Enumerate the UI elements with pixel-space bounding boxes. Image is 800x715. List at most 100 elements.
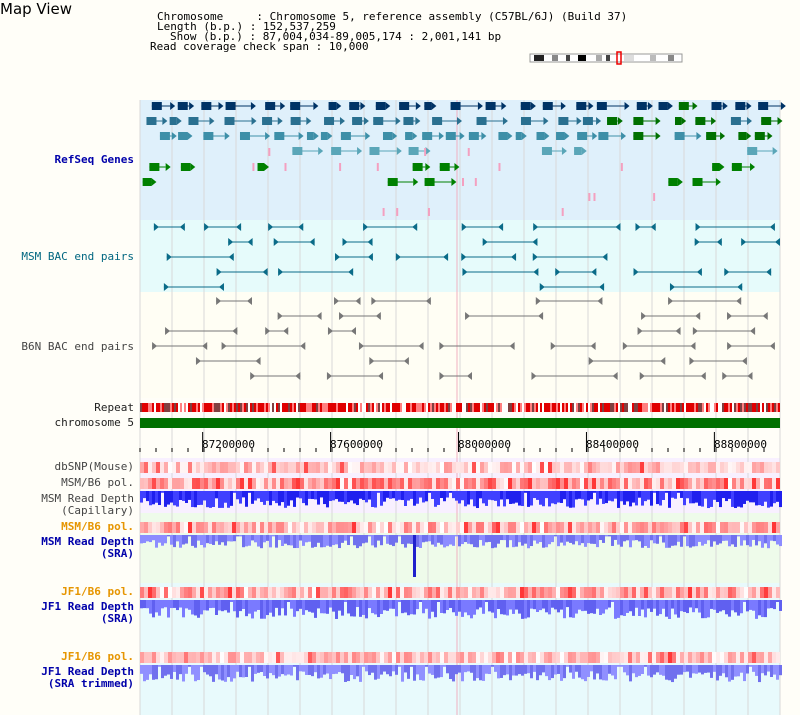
jf1-depth-trim-label-1[interactable]: JF1 Read Depth: [41, 665, 134, 678]
read-depth-bar: [296, 665, 299, 681]
repeat-segment: [736, 403, 738, 412]
msm-b6-pol-label-1[interactable]: MSM/B6 pol.: [61, 476, 134, 489]
read-depth-bar: [779, 600, 782, 611]
gene-arrow: [360, 102, 366, 110]
polymorphism-cell: [160, 478, 164, 489]
gene-minor-mark: [498, 163, 501, 171]
polymorphism-cell: [488, 652, 492, 663]
show-info: Show (b.p.) : 87,004,034-89,005,174 : 2,…: [170, 30, 502, 43]
polymorphism-cell: [336, 652, 340, 663]
polymorphism-cell: [488, 587, 492, 598]
polymorphism-cell: [560, 462, 564, 473]
read-depth-bar: [248, 491, 251, 493]
dbsnp-label[interactable]: dbSNP(Mouse): [54, 460, 134, 473]
polymorphism-cell: [408, 587, 412, 598]
polymorphism-cell: [344, 587, 348, 598]
b6n-bac-pair-end: [246, 297, 252, 305]
read-depth-bar: [167, 600, 170, 618]
polymorphism-cell: [272, 652, 276, 663]
ideogram-position-marker: [616, 51, 622, 65]
polymorphism-cell: [552, 462, 556, 473]
read-depth-bar: [641, 491, 644, 506]
polymorphism-cell: [368, 462, 372, 473]
repeat-segment: [366, 403, 368, 412]
read-depth-bar: [545, 600, 548, 613]
polymorphism-cell: [628, 522, 632, 533]
polymorphism-cell: [268, 462, 272, 473]
repeat-segment: [406, 403, 408, 412]
ideogram-band: [596, 55, 602, 61]
read-depth-bar: [479, 600, 482, 608]
read-depth-bar: [626, 491, 629, 502]
gene-minor-mark: [620, 163, 623, 171]
read-depth-bar: [464, 665, 467, 673]
repeat-segment: [696, 403, 698, 412]
polymorphism-cell: [560, 587, 564, 598]
msm-depth-sra-label-1[interactable]: MSM Read Depth: [41, 535, 134, 548]
polymorphism-cell: [404, 462, 408, 473]
read-depth-bar: [599, 665, 602, 680]
gene-exon: [159, 132, 170, 140]
gene-arrow: [451, 178, 457, 186]
gene-exon: [731, 163, 742, 171]
polymorphism-cell: [420, 587, 424, 598]
repeat-segment: [518, 403, 520, 412]
read-depth-bar: [545, 535, 548, 548]
b6n-bac-pair-end: [660, 357, 666, 365]
polymorphism-cell: [368, 478, 372, 489]
read-depth-bar: [173, 491, 176, 506]
b6n-bac-pair-end: [425, 297, 431, 305]
repeat-segment: [672, 403, 674, 412]
read-depth-bar: [311, 665, 314, 677]
polymorphism-cell: [576, 522, 580, 533]
polymorphism-cell: [456, 462, 460, 473]
repeat-segment: [468, 403, 470, 412]
polymorphism-cell: [556, 587, 560, 598]
length-label: Length (b.p.): [157, 20, 244, 33]
polymorphism-cell: [708, 462, 712, 473]
refseq-genes-label[interactable]: RefSeq Genes: [54, 153, 134, 166]
jf1-b6-pol-label-2[interactable]: JF1/B6 pol.: [61, 650, 134, 663]
read-depth-bar: [233, 665, 236, 679]
read-depth-bar: [665, 665, 668, 680]
read-depth-bar: [557, 535, 560, 547]
repeat-segment: [654, 403, 656, 412]
msm-bac-label[interactable]: MSM BAC end pairs: [21, 250, 134, 263]
polymorphism-cell: [604, 522, 608, 533]
read-depth-bar: [434, 491, 437, 507]
read-depth-bar: [227, 665, 230, 678]
read-depth-bar: [644, 491, 647, 502]
polymorphism-cell: [772, 478, 776, 489]
polymorphism-cell: [604, 478, 608, 489]
polymorphism-cell: [328, 587, 332, 598]
read-depth-bar: [263, 535, 266, 543]
msm-depth-capillary-label-1[interactable]: MSM Read Depth: [41, 492, 134, 505]
polymorphism-cell: [612, 652, 616, 663]
gene-arrow: [365, 132, 371, 140]
polymorphism-cell: [664, 478, 668, 489]
repeat-segment: [674, 403, 676, 412]
jf1-b6-pol-label-1[interactable]: JF1/B6 pol.: [61, 585, 134, 598]
polymorphism-cell: [284, 478, 288, 489]
read-depth-bar: [320, 665, 323, 678]
read-depth-bar: [473, 600, 476, 615]
gene-arrow: [189, 102, 195, 110]
gene-exon: [203, 132, 214, 140]
read-depth-bar: [173, 600, 176, 608]
polymorphism-cell: [488, 462, 492, 473]
read-depth-bar: [560, 600, 563, 610]
polymorphism-cell: [224, 462, 228, 473]
polymorphism-cell: [748, 522, 752, 533]
polymorphism-cell: [676, 462, 680, 473]
msm-bac-pair-end: [482, 238, 488, 246]
read-depth-bar: [695, 491, 698, 503]
read-depth-bar: [164, 535, 167, 544]
repeat-segment: [252, 403, 254, 412]
gene-exon: [747, 147, 758, 155]
polymorphism-cell: [580, 652, 584, 663]
msm-b6-pol-label-2[interactable]: MSM/B6 pol.: [61, 520, 134, 533]
b6n-bac-label[interactable]: B6N BAC end pairs: [21, 340, 134, 353]
read-depth-bar: [218, 665, 221, 680]
jf1-depth-sra-label-1[interactable]: JF1 Read Depth: [41, 600, 134, 613]
